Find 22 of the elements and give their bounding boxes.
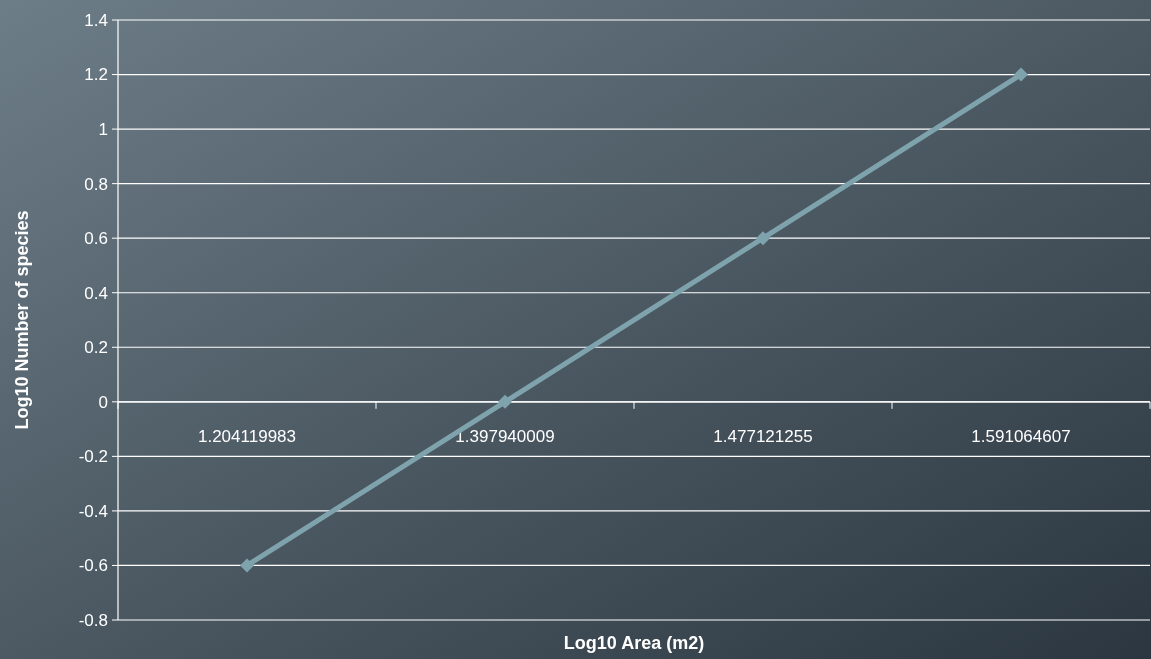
- y-tick-label: 1.4: [84, 10, 108, 30]
- y-tick-label: 1.2: [84, 65, 108, 85]
- point: [498, 394, 512, 409]
- y-tick-label: 0.8: [84, 174, 108, 194]
- point: [756, 231, 770, 246]
- x-tick-label: 1.204119983: [197, 426, 297, 446]
- x-tick-label: 1.591064607: [971, 426, 1071, 446]
- y-tick-label: -0.8: [78, 610, 108, 630]
- x-tick-label: 1.397940009: [455, 426, 555, 446]
- y-tick-label: 0.4: [84, 283, 108, 303]
- y-tick-label: 0: [98, 392, 108, 412]
- point: [240, 558, 254, 573]
- x-tick-label: 1.477121255: [713, 426, 813, 446]
- y-tick-label: 0.6: [84, 229, 108, 249]
- point: [1014, 67, 1028, 82]
- y-tick-label: 1: [98, 120, 108, 140]
- x-axis-title: Log10 Area (m2): [563, 633, 705, 653]
- y-tick-label: -0.4: [78, 501, 108, 521]
- y-axis-title: Log10 Number of species: [12, 210, 32, 430]
- y-tick-label: -0.2: [78, 447, 108, 467]
- y-tick-label: 0.2: [84, 338, 108, 358]
- y-tick-label: -0.6: [78, 556, 108, 576]
